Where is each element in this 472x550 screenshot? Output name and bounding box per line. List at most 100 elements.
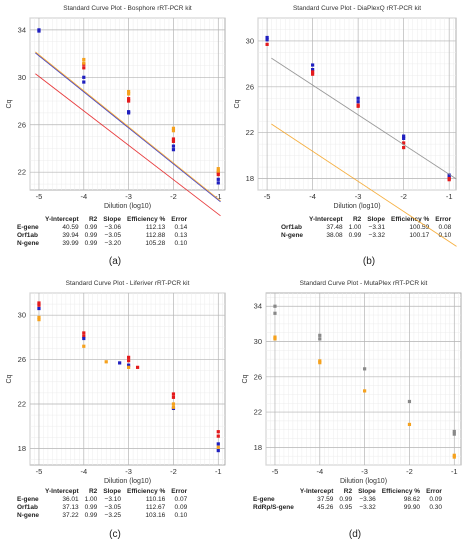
data-point bbox=[127, 92, 131, 96]
data-point bbox=[216, 434, 220, 438]
data-point bbox=[171, 395, 176, 399]
stats-value: 0.10 bbox=[174, 512, 188, 519]
data-point bbox=[171, 402, 176, 406]
stats-header-cell: Efficiency % bbox=[126, 488, 166, 495]
chart-panel-d: Standard Curve Plot - MutaPlex rRT-PCR k… bbox=[236, 57, 472, 550]
data-point bbox=[82, 75, 86, 79]
y-axis-label: Cq bbox=[242, 374, 249, 383]
y-axis-label: Cq bbox=[234, 99, 241, 108]
y-tick-label: 22 bbox=[18, 399, 26, 408]
stats-header-cell: Y-Intercept bbox=[299, 488, 334, 495]
stats-value: 1.00 bbox=[348, 224, 362, 231]
data-point bbox=[273, 337, 277, 341]
panel-caption-b: (b) bbox=[362, 256, 376, 267]
data-point bbox=[402, 141, 406, 145]
x-axis-label: Dilution (log10) bbox=[340, 478, 387, 485]
stats-value: 39.94 bbox=[62, 232, 79, 239]
stats-table-b: Y-Intercept R2 Slope Efficiency % Error Orf1a… bbox=[278, 216, 454, 240]
stats-header-row: Y-Intercept R2 Slope Efficiency % Error bbox=[250, 488, 445, 496]
y-tick-label: 22 bbox=[18, 168, 26, 177]
data-point bbox=[82, 331, 86, 335]
stats-value: 0.13 bbox=[174, 232, 188, 239]
plot-area bbox=[29, 292, 226, 466]
stats-table-a: Y-Intercept R2 Slope Efficiency % Error E-gen… bbox=[14, 216, 190, 248]
data-point bbox=[318, 359, 322, 363]
x-tick-label: -3 bbox=[125, 192, 132, 201]
data-point bbox=[216, 448, 220, 453]
stats-table-d: Y-Intercept R2 Slope Efficiency % Error E-gen… bbox=[250, 488, 445, 512]
stats-value: 0.99 bbox=[348, 232, 362, 239]
data-point bbox=[171, 129, 176, 133]
stats-header-blank bbox=[14, 216, 42, 224]
stats-header-row: Y-Intercept R2 Slope Efficiency % Error bbox=[278, 216, 454, 224]
data-point bbox=[37, 315, 41, 320]
stats-header-cell: Efficiency % bbox=[390, 216, 430, 223]
chart-title: Standard Curve Plot - MutaPlex rRT-PCR k… bbox=[300, 280, 428, 287]
fit-line bbox=[271, 57, 457, 180]
data-point bbox=[311, 72, 315, 76]
stats-value: 0.99 bbox=[84, 224, 98, 231]
data-point bbox=[265, 42, 269, 46]
data-point bbox=[216, 169, 220, 173]
chart-title: Standard Curve Plot - Liferiver rRT-PCR … bbox=[66, 280, 190, 287]
stats-row: Orf1ab 37.48 1.00 −3.31 100.59 0.08 bbox=[278, 224, 454, 232]
data-point bbox=[216, 445, 220, 449]
x-tick-label: -2 bbox=[400, 192, 407, 201]
stats-value: −3.25 bbox=[104, 512, 121, 519]
stats-value: 98.62 bbox=[403, 496, 421, 503]
stats-header-cell: Slope bbox=[103, 488, 121, 495]
data-point bbox=[127, 355, 131, 359]
stats-gene-label: RdRp/S-gene bbox=[253, 504, 294, 511]
data-point bbox=[127, 110, 131, 114]
x-tick-label: -1 bbox=[215, 467, 222, 476]
data-point bbox=[452, 432, 456, 436]
x-axis-label: Dilution (log10) bbox=[104, 203, 151, 210]
data-point bbox=[402, 145, 406, 150]
plot-area bbox=[265, 292, 462, 466]
stats-gene-label: E-gene bbox=[17, 224, 39, 231]
stats-header-cell: R2 bbox=[88, 216, 98, 223]
y-tick-label: 18 bbox=[18, 444, 26, 453]
stats-value: 0.99 bbox=[339, 496, 353, 503]
stats-value: −3.10 bbox=[104, 496, 121, 503]
stats-value: 0.09 bbox=[429, 496, 442, 503]
stats-row: N-gene 38.08 0.99 −3.32 100.17 0.10 bbox=[278, 232, 454, 240]
stats-header-row: Y-Intercept R2 Slope Efficiency % Error bbox=[14, 488, 190, 496]
stats-value: −3.06 bbox=[104, 224, 121, 231]
stats-row: Orf1ab 39.94 0.99 −3.05 112.88 0.13 bbox=[14, 232, 190, 240]
stats-header-cell: Slope bbox=[103, 216, 121, 223]
stats-gene-label: E-gene bbox=[253, 496, 275, 503]
data-point bbox=[216, 430, 220, 434]
stats-gene-label: Orf1ab bbox=[281, 224, 302, 231]
data-point bbox=[318, 361, 322, 365]
data-point bbox=[127, 97, 131, 101]
x-tick-label: -4 bbox=[80, 467, 87, 476]
stats-header-cell: R2 bbox=[343, 488, 353, 495]
y-tick-label: 34 bbox=[18, 25, 26, 34]
data-point bbox=[273, 304, 277, 308]
data-point bbox=[82, 80, 86, 84]
data-point bbox=[216, 181, 220, 185]
fit-line bbox=[35, 51, 221, 202]
data-point bbox=[171, 392, 176, 396]
stats-header-blank bbox=[14, 488, 42, 496]
data-point bbox=[82, 57, 86, 62]
data-point bbox=[452, 453, 456, 457]
stats-row: E-gene 40.59 0.99 −3.06 112.13 0.14 bbox=[14, 224, 190, 232]
standard-curve-plot-b: Standard Curve Plot - DiaPlexQ rRT-PCR k… bbox=[234, 5, 457, 210]
x-tick-label: -2 bbox=[406, 467, 413, 476]
stats-value: 37.59 bbox=[317, 496, 334, 503]
data-point bbox=[37, 28, 41, 32]
stats-value: 38.08 bbox=[326, 232, 343, 239]
data-point bbox=[171, 148, 176, 152]
data-point bbox=[363, 367, 367, 371]
stats-header-cell: Slope bbox=[367, 216, 385, 223]
stats-value: −3.20 bbox=[104, 240, 121, 247]
y-tick-label: 26 bbox=[18, 120, 26, 129]
stats-header-cell: Error bbox=[435, 216, 452, 223]
data-point bbox=[37, 301, 41, 305]
stats-value: 0.30 bbox=[429, 504, 442, 511]
stats-value: 112.13 bbox=[145, 224, 166, 231]
y-axis-label: Cq bbox=[6, 99, 13, 108]
data-point bbox=[127, 365, 131, 369]
